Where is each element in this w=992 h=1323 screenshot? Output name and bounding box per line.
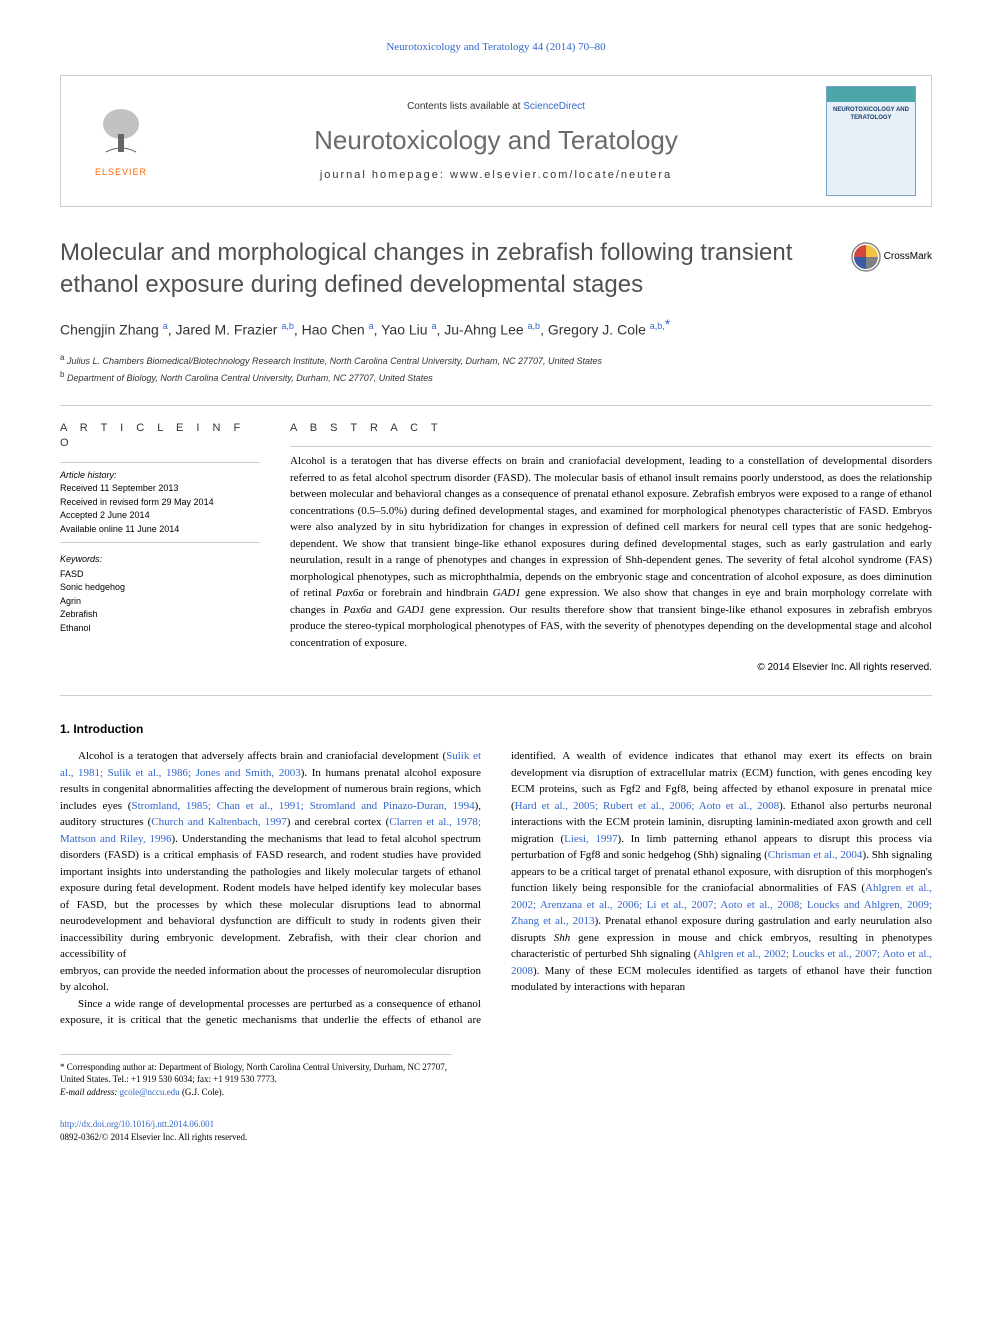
abstract-column: A B S T R A C T Alcohol is a teratogen t…	[290, 421, 932, 675]
keywords: Keywords: FASD Sonic hedgehog Agrin Zebr…	[60, 553, 260, 635]
history-label: Article history:	[60, 469, 260, 483]
article-info: A R T I C L E I N F O Article history: R…	[60, 421, 260, 675]
crossmark-badge[interactable]: CrossMark	[851, 242, 932, 272]
body-para: embryos, can provide the needed informat…	[60, 963, 481, 996]
journal-cover: NEUROTOXICOLOGY AND TERATOLOGY	[826, 86, 916, 196]
abstract-heading: A B S T R A C T	[290, 421, 932, 436]
journal-name: Neurotoxicology and Teratology	[166, 122, 826, 158]
homepage-line: journal homepage: www.elsevier.com/locat…	[166, 168, 826, 183]
keyword: FASD	[60, 568, 260, 582]
online: Available online 11 June 2014	[60, 523, 260, 537]
keywords-label: Keywords:	[60, 553, 260, 566]
elsevier-logo: ELSEVIER	[76, 96, 166, 186]
affiliations: a Julius L. Chambers Biomedical/Biotechn…	[60, 352, 932, 385]
sciencedirect-link[interactable]: ScienceDirect	[523, 101, 585, 112]
affiliation-a: a Julius L. Chambers Biomedical/Biotechn…	[60, 352, 932, 369]
authors: Chengjin Zhang a, Jared M. Frazier a,b, …	[60, 315, 932, 340]
citation-link[interactable]: Neurotoxicology and Teratology 44 (2014)…	[386, 41, 605, 53]
footnote-text: Corresponding author at: Department of B…	[60, 1062, 447, 1085]
info-divider	[60, 542, 260, 543]
info-divider	[60, 462, 260, 463]
keyword: Ethanol	[60, 622, 260, 636]
corresponding-footnote: * Corresponding author at: Department of…	[60, 1054, 452, 1099]
info-heading: A R T I C L E I N F O	[60, 421, 260, 452]
affiliation-b: b Department of Biology, North Carolina …	[60, 369, 932, 386]
contents-line: Contents lists available at ScienceDirec…	[166, 100, 826, 114]
issn-line: 0892-0362/© 2014 Elsevier Inc. All right…	[60, 1132, 247, 1142]
article-title: Molecular and morphological changes in z…	[60, 237, 831, 299]
body-section: 1. Introduction Alcohol is a teratogen t…	[60, 721, 932, 1028]
citation-header: Neurotoxicology and Teratology 44 (2014)…	[60, 40, 932, 55]
accepted: Accepted 2 June 2014	[60, 509, 260, 523]
copyright: © 2014 Elsevier Inc. All rights reserved…	[290, 661, 932, 675]
received: Received 11 September 2013	[60, 482, 260, 496]
section-heading: 1. Introduction	[60, 721, 932, 738]
doi-link[interactable]: http://dx.doi.org/10.1016/j.ntt.2014.06.…	[60, 1119, 214, 1129]
elsevier-label: ELSEVIER	[95, 166, 147, 179]
cover-title: NEUROTOXICOLOGY AND TERATOLOGY	[827, 107, 915, 121]
crossmark-label: CrossMark	[884, 250, 932, 264]
info-abstract-row: A R T I C L E I N F O Article history: R…	[60, 421, 932, 696]
crossmark-icon	[851, 242, 881, 272]
email-link[interactable]: gcole@nccu.edu	[120, 1087, 180, 1097]
email-label: E-mail address:	[60, 1087, 117, 1097]
cover-bar	[827, 87, 915, 102]
bottom-block: http://dx.doi.org/10.1016/j.ntt.2014.06.…	[60, 1118, 932, 1143]
revised: Received in revised form 29 May 2014	[60, 496, 260, 510]
body-columns: Alcohol is a teratogen that adversely af…	[60, 748, 932, 1029]
title-row: Molecular and morphological changes in z…	[60, 237, 932, 299]
abstract-divider	[290, 446, 932, 447]
abstract-text: Alcohol is a teratogen that has diverse …	[290, 453, 932, 651]
journal-header: ELSEVIER Contents lists available at Sci…	[60, 75, 932, 207]
keyword: Sonic hedgehog	[60, 581, 260, 595]
divider	[60, 405, 932, 406]
keyword: Zebrafish	[60, 608, 260, 622]
body-para: Alcohol is a teratogen that adversely af…	[60, 748, 481, 963]
header-center: Contents lists available at ScienceDirec…	[166, 100, 826, 184]
keyword: Agrin	[60, 595, 260, 609]
elsevier-tree-icon	[91, 104, 151, 164]
